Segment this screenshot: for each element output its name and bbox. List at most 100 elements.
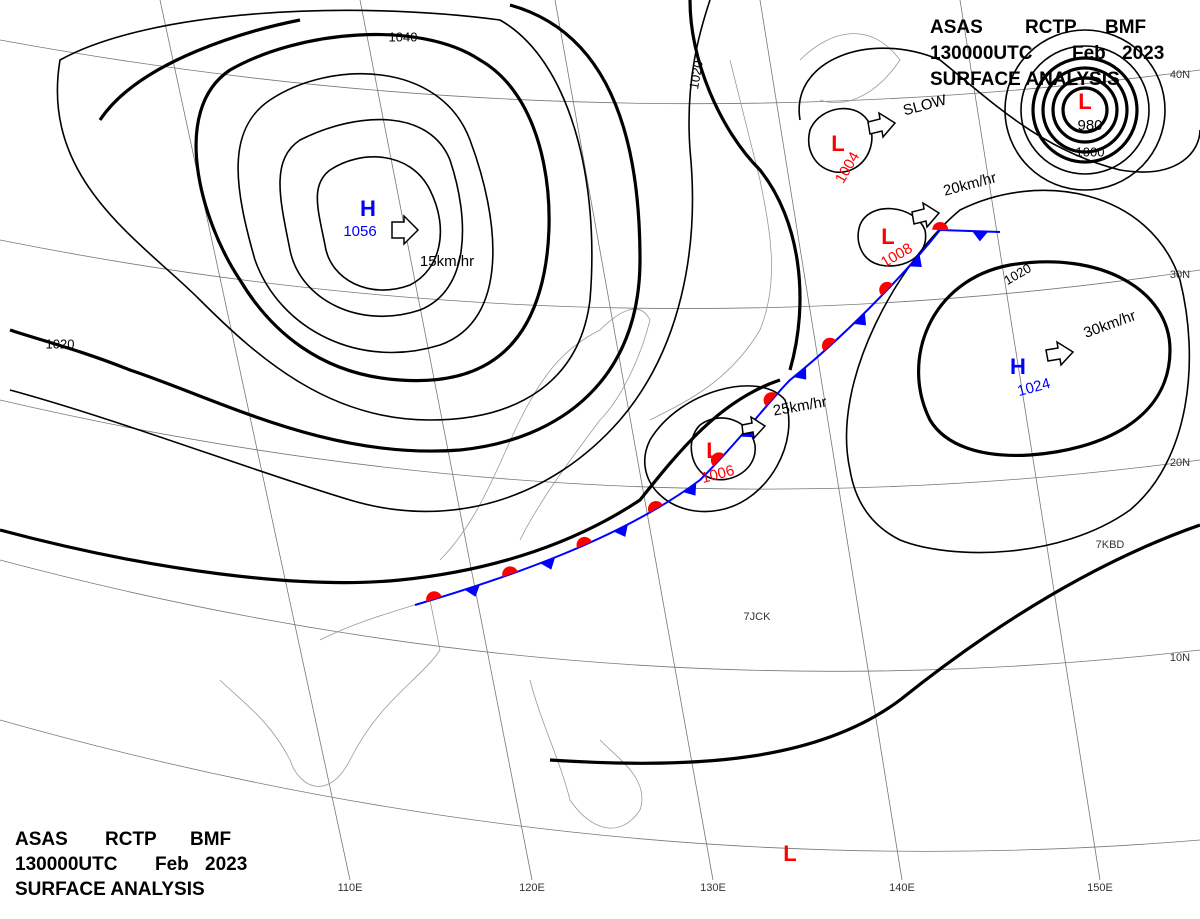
cold-front-symbol [464, 584, 480, 597]
isobar [9, 3, 642, 453]
isobar [56, 9, 593, 421]
system-letter: L [831, 131, 844, 156]
warm-front-symbol [576, 536, 592, 549]
header-text: SURFACE ANALYSIS [930, 69, 1120, 90]
cold-front-symbol [853, 312, 867, 326]
latitude-label: 40N [1170, 69, 1190, 81]
isobar [9, 0, 711, 513]
isobar-label: 1020 [46, 336, 75, 351]
motion-arrow [867, 111, 897, 139]
header-text: ASAS [930, 17, 983, 38]
isobar [0, 378, 781, 585]
warm-front-symbol [502, 566, 518, 578]
latitude-label: 20N [1170, 457, 1190, 469]
coastline [649, 59, 772, 421]
motion-arrow [911, 201, 941, 229]
low-rings [1004, 29, 1166, 191]
coastline [799, 33, 901, 103]
isobar [644, 385, 790, 513]
lat-line [0, 39, 1200, 105]
coastline [529, 679, 643, 829]
header-text: 2023 [1122, 43, 1164, 64]
header-text: 130000UTC [930, 43, 1033, 64]
lon-line [159, 0, 351, 881]
graticule [0, 0, 1200, 881]
footer: ASAS RCTP BMF 130000UTC Feb 2023 SURFACE… [15, 829, 247, 900]
lat-line [0, 239, 1200, 309]
footer-text: 2023 [205, 854, 247, 875]
isobar [1004, 29, 1166, 191]
longitude-label: 150E [1087, 882, 1113, 894]
station-id: 7KBD [1096, 539, 1125, 551]
isobar [688, 0, 802, 371]
lat-line [0, 719, 1200, 852]
lat-line [0, 399, 1200, 490]
coastline [219, 599, 441, 787]
isobar [690, 417, 756, 481]
isobar [1051, 76, 1119, 144]
lon-line [759, 0, 903, 881]
longitude-label: 110E [338, 882, 363, 894]
footer-text: RCTP [105, 829, 157, 850]
lon-line [554, 0, 714, 881]
isobar [194, 33, 551, 383]
motion-arrow [741, 415, 767, 440]
isobar [808, 107, 873, 173]
system-letter: H [360, 196, 376, 221]
lat-line [0, 559, 1200, 672]
system-letter: L [1078, 89, 1091, 114]
cold-front-symbol [540, 557, 556, 570]
warm-front-symbol [822, 337, 836, 352]
latitude-label: 10N [1170, 652, 1190, 664]
front-symbols [426, 222, 989, 602]
isobar-label: 1000 [1076, 144, 1105, 159]
lon-line [959, 0, 1101, 881]
footer-text: Feb [155, 854, 189, 875]
footer-text: BMF [190, 829, 231, 850]
coastlines [219, 33, 901, 829]
header-text: Feb [1072, 43, 1106, 64]
cold-front-symbol [909, 254, 922, 268]
system-letter: L [783, 841, 796, 866]
lon-line [359, 0, 533, 881]
warm-front-symbol [932, 222, 949, 231]
isobar [279, 118, 464, 318]
cold-front-symbol [793, 366, 807, 380]
header-text: RCTP [1025, 17, 1077, 38]
warm-front-symbol [710, 452, 725, 467]
motion-arrow [1045, 340, 1075, 367]
isobar-label: 1040 [389, 29, 418, 44]
longitude-label: 130E [700, 882, 726, 894]
latitude-label: 30N [1170, 269, 1190, 281]
motion-arrow [391, 214, 420, 246]
central-pressure: 980 [1077, 117, 1102, 134]
warm-front-symbol [426, 591, 442, 602]
cold-front-symbol [683, 482, 697, 496]
footer-text: ASAS [15, 829, 68, 850]
system-letter: L [706, 438, 719, 463]
isobar [316, 156, 442, 291]
isobar [916, 260, 1172, 458]
isobar [798, 47, 1200, 173]
header-text: BMF [1105, 17, 1146, 38]
isobar [1031, 56, 1139, 164]
longitude-label: 140E [889, 882, 915, 894]
warm-front-symbol [647, 501, 663, 514]
header: ASAS RCTP BMF 130000UTC Feb 2023 SURFACE… [930, 17, 1164, 90]
isobar [1020, 45, 1150, 175]
warm-front-symbol [879, 281, 893, 296]
isobar-label: 1020 [686, 59, 706, 90]
system-letter: L [881, 224, 894, 249]
cold-front-symbol [972, 231, 989, 242]
station-id: 7JCK [744, 611, 772, 623]
central-pressure: 1056 [343, 223, 376, 240]
coastline [439, 308, 651, 561]
cold-front-symbol [613, 524, 628, 537]
isobars [0, 0, 1200, 765]
motion-arrows [391, 111, 1075, 440]
isobar [237, 72, 494, 354]
footer-text: SURFACE ANALYSIS [15, 879, 205, 900]
footer-text: 130000UTC [15, 854, 118, 875]
